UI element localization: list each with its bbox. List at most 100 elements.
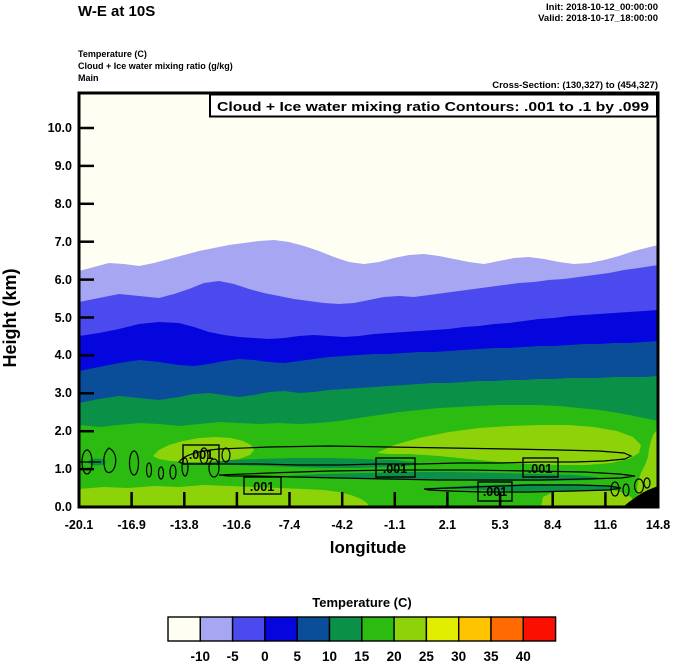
x-tick-label: -10.6 [223,518,252,532]
contour-cell [103,447,117,474]
colorbar-cell [328,616,363,642]
y-tick-label: 7.0 [55,235,72,249]
x-axis-labels: -20.1 -16.9 -13.8 -10.6 -7.4 -4.2 -1.1 2… [65,518,670,532]
contour-label: .001 [528,462,552,476]
colorbar-cells [167,616,557,642]
x-tick-label: 2.1 [439,518,456,532]
colorbar-cell [231,616,266,642]
contour-main-bottom [423,484,622,493]
y-axis-ticks [80,126,94,471]
contour-cell [208,458,220,478]
contour-label: .001 [483,485,507,499]
y-axis-title: Height (km) [0,268,20,367]
warm-patch-east-pocket [377,425,641,465]
contour-cell [81,449,93,475]
x-tick-label: -20.1 [65,518,94,532]
colorbar-cell [361,616,395,642]
colorbar-tick-label: 5 [293,649,301,664]
contour-title: Cloud + Ice water mixing ratio Contours:… [217,99,649,114]
colorbar-cell [490,616,524,642]
y-tick-label: 6.0 [55,273,72,287]
contour-cell [221,447,231,463]
colorbar-title: Temperature (C) [312,595,411,610]
field-line-cloud-ice: Cloud + Ice water mixing ratio (g/kg) [78,61,233,71]
valid-time-label: Valid: 2018-10-17_18:00:00 [538,13,658,24]
y-tick-label: 4.0 [55,348,72,362]
plot-frame [77,91,660,509]
contour-cell [157,466,165,480]
contour-label-box [182,444,220,465]
colorbar-tick-label: 25 [419,649,435,664]
contour-title-box: Cloud + Ice water mixing ratio Contours:… [209,93,658,118]
contour-label-box [375,457,416,478]
x-tick-label: 8.4 [544,518,561,532]
cross-section-plot: .001 .001 .001 .001 .001 [77,91,660,509]
colorbar-tick-label: 20 [387,649,402,664]
contour-label-box [522,457,559,478]
x-tick-label: -1.1 [384,518,406,532]
contour-cell [181,457,189,477]
x-axis-ticks [130,492,607,506]
x-tick-label: -7.4 [279,518,301,532]
contour-cell [169,464,177,480]
colorbar-tick-labels: -10 -5 0 5 10 15 20 25 30 35 40 [191,649,531,664]
x-tick-label: 5.3 [491,518,508,532]
cloud-contour-lines [79,445,651,497]
cool-streak-3 [427,484,619,491]
x-tick-label: 14.8 [646,518,670,532]
y-tick-label: 0.0 [55,500,72,514]
contour-label: .001 [383,462,407,476]
colorbar-cell [167,616,201,642]
field-line-temperature: Temperature (C) [78,49,147,59]
contour-cell [633,478,645,494]
contour-labels: .001 .001 .001 .001 .001 [182,444,559,502]
temperature-fill-bands [79,93,658,507]
y-tick-label: 9.0 [55,159,72,173]
x-tick-label: -13.8 [170,518,199,532]
contour-main-upper [178,445,633,466]
colorbar-tick-label: 30 [451,649,466,664]
y-tick-label: 5.0 [55,311,72,325]
y-tick-label: 2.0 [55,424,72,438]
colorbar-cell [264,616,298,642]
colorbar-cell [393,616,428,642]
init-time-label: Init: 2018-10-12_00:00:00 [546,2,658,13]
header: W-E at 10S Init: 2018-10-12_00:00:00 Val… [78,2,658,91]
warm-patch-left-blob [153,437,254,462]
y-axis-labels: 0.0 1.0 2.0 3.0 4.0 5.0 6.0 7.0 8.0 9.0 … [48,121,72,514]
colorbar-cell [458,616,492,642]
colorbar-cell [522,616,557,642]
warm-patch-surface-west [79,485,369,507]
cool-streak-1 [203,458,419,468]
colorbar-tick-label: 35 [483,649,499,664]
y-tick-label: 8.0 [55,197,72,211]
contour-cell [128,450,140,476]
x-tick-label: -4.2 [331,518,353,532]
page-title: W-E at 10S [78,3,155,20]
x-axis-title: longitude [330,538,406,557]
contour-cell [610,481,620,497]
colorbar-tick-label: 10 [322,649,337,664]
terrain-silhouette [623,486,658,507]
colorbar-cell [425,616,460,642]
contour-label-box [477,481,513,502]
contour-label: .001 [189,448,213,462]
contour-cell [145,462,153,478]
x-tick-label: 11.6 [594,518,618,532]
contour-cell [622,483,630,497]
colorbar-cell [199,616,234,642]
warm-patch-east-edge [637,429,658,507]
cross-section-coords-label: Cross-Section: (130,327) to (454,327) [492,80,658,91]
colorbar-tick-label: -5 [227,649,239,664]
colorbar-tick-label: 0 [261,649,269,664]
contour-label-box [243,476,282,495]
colorbar: Temperature (C) -10 -5 0 5 10 15 20 25 3… [167,595,557,664]
x-tick-label: -16.9 [117,518,146,532]
colorbar-tick-label: 40 [516,649,531,664]
cool-streak-2 [287,472,603,481]
field-line-domain: Main [78,73,99,83]
contour-main-lower [218,469,636,481]
contour-label: .001 [250,480,274,494]
